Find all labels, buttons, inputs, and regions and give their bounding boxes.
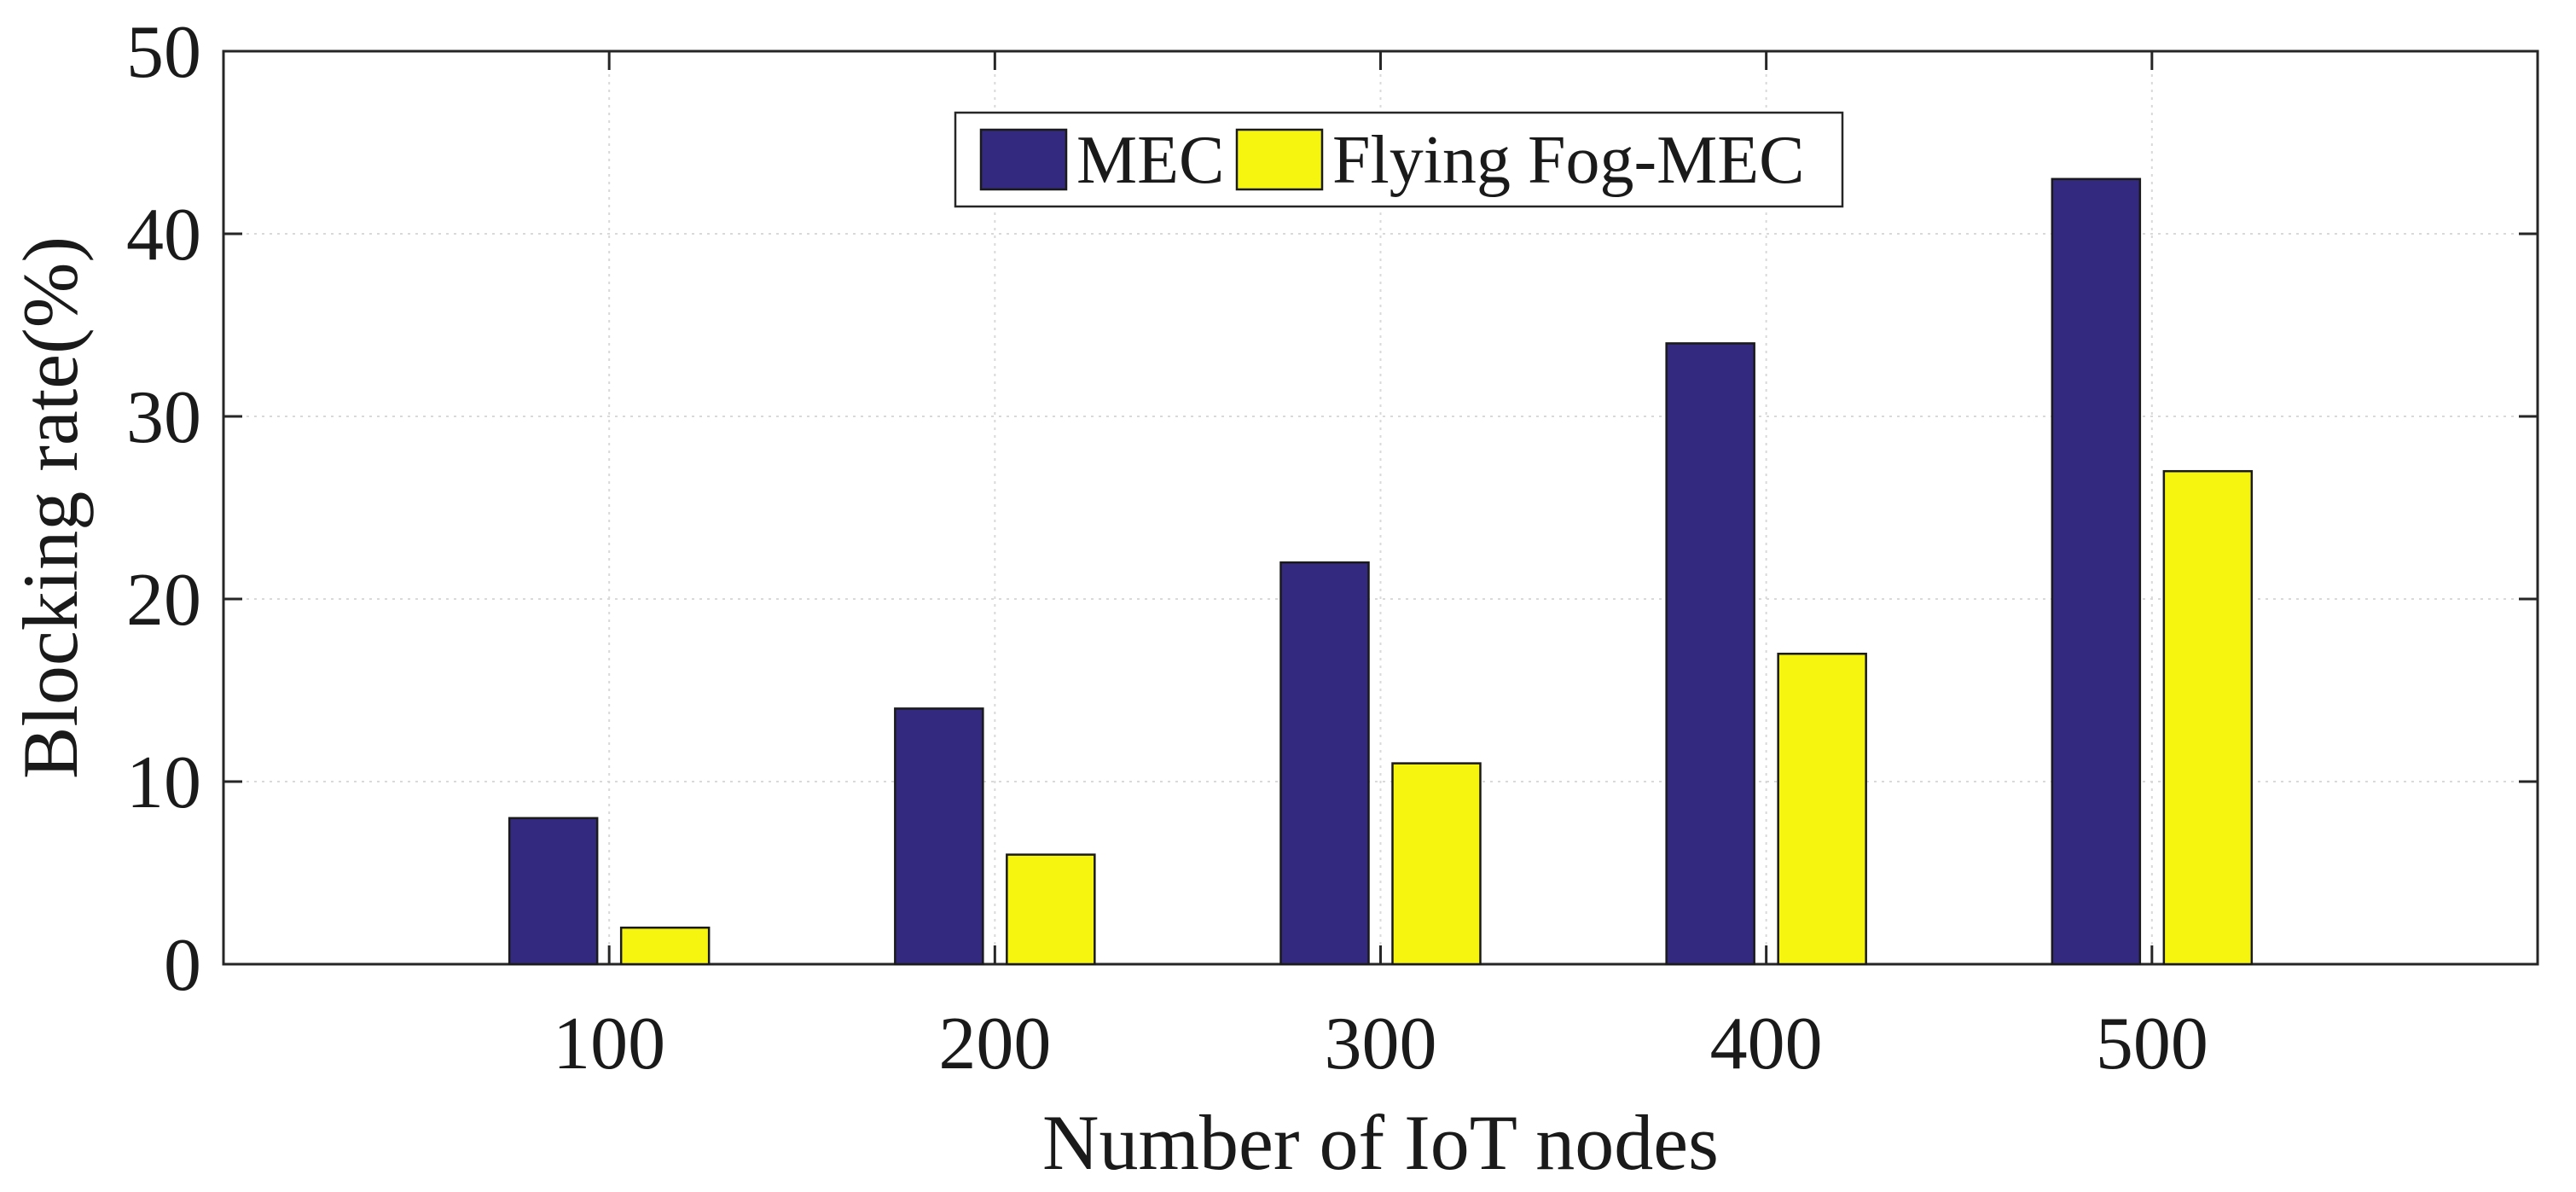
bar-mec-100 [508, 817, 599, 966]
x-tick-label: 100 [553, 1003, 665, 1085]
legend-box [954, 111, 1844, 208]
bar-mec-300 [1279, 561, 1370, 966]
y-tick-label: 40 [126, 194, 201, 276]
x-axis-label: Number of IoT nodes [1042, 1099, 1719, 1186]
bar-flying-fog-mec-400 [1777, 652, 1867, 966]
x-tick-label: 400 [1710, 1003, 1823, 1085]
bar-flying-fog-mec-100 [619, 926, 711, 966]
x-tick-label: 200 [938, 1003, 1051, 1085]
y-tick-label: 20 [126, 559, 201, 642]
bar-flying-fog-mec-300 [1391, 762, 1482, 966]
x-tick-label: 300 [1325, 1003, 1437, 1085]
legend-label: Flying Fog-MEC [1332, 123, 1804, 198]
bar-flying-fog-mec-200 [1006, 853, 1096, 966]
bar-mec-200 [894, 707, 984, 966]
legend: MEC Flying Fog-MEC [954, 111, 1844, 208]
y-tick-label: 0 [164, 924, 201, 1007]
y-tick-label: 50 [126, 11, 201, 94]
grid-lines [223, 51, 2538, 964]
axis-ticks: 0 10 20 30 40 50 100 200 300 400 500 [126, 11, 2538, 1085]
y-tick-label: 10 [126, 741, 201, 824]
legend-swatch [1235, 128, 1324, 191]
x-tick-label: 500 [2096, 1003, 2208, 1085]
y-axis-label: Blocking rate(%) [7, 236, 94, 779]
bar-mec-500 [2051, 177, 2142, 966]
bar-mec-400 [1665, 342, 1755, 966]
legend-swatch [979, 128, 1068, 191]
bars [508, 177, 2254, 966]
y-tick-label: 30 [126, 376, 201, 459]
legend-label: MEC [1076, 123, 1224, 198]
bar-flying-fog-mec-500 [2162, 469, 2254, 966]
